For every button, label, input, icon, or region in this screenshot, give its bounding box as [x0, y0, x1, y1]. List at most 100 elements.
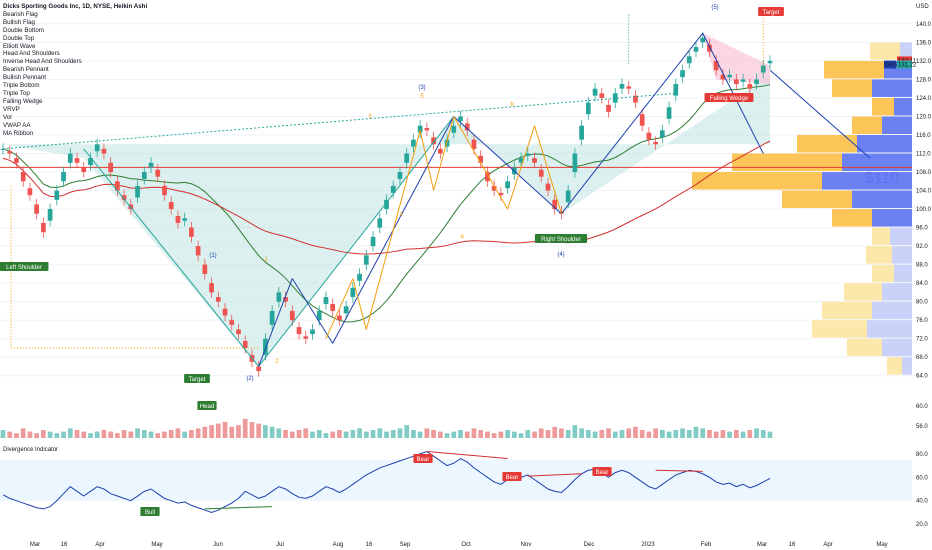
volume-bar — [686, 430, 692, 438]
time-axis[interactable]: Mar 16 Apr May Jun Jul Aug 16 Sep Oct Nov Dec 2023 Fe… — [30, 542, 888, 548]
candle — [94, 144, 100, 152]
price-tick: 80.0 — [916, 300, 928, 306]
volume-bar — [363, 431, 369, 438]
bear-label-bg — [413, 454, 433, 463]
candle — [754, 79, 759, 85]
indicator-item[interactable]: Vol — [3, 113, 12, 121]
bear-divergence — [655, 469, 703, 472]
volume-bar — [289, 431, 295, 438]
volume-bar — [101, 430, 107, 438]
volume-bar — [700, 428, 706, 438]
volume-bar — [54, 433, 60, 438]
volume-bar — [619, 430, 625, 438]
indicator-item[interactable]: Double Top — [3, 34, 35, 42]
candle — [767, 60, 773, 64]
indicator-item[interactable]: Bearish Pennant — [3, 66, 49, 74]
indicator-item[interactable]: Bullish Pennant — [3, 74, 46, 82]
candle — [202, 264, 208, 274]
indicator-item[interactable]: Inverse Head And Shoulders — [3, 58, 82, 66]
vp-bar-down — [857, 135, 912, 153]
volume-bar — [94, 431, 100, 438]
vp-bar-down — [902, 357, 912, 375]
volume-bar — [390, 430, 396, 438]
candle — [337, 315, 342, 321]
indicator-item[interactable]: Bullish Flag — [3, 18, 35, 26]
indicator-item[interactable]: Bearish Flag — [3, 10, 38, 18]
candle — [646, 132, 652, 140]
wave-label: (1) — [209, 253, 216, 259]
chart-title[interactable]: Dicks Sporting Goods Inc, 1D, NYSE, Heik… — [3, 3, 148, 10]
vp-bar-up — [887, 357, 902, 375]
head-shoulders-fill — [3, 74, 770, 367]
time-tick: Oct — [461, 542, 471, 548]
price-tick: 92.0 — [916, 244, 928, 250]
candle — [242, 341, 248, 348]
indicator-item[interactable]: Triple Bottom — [3, 82, 40, 90]
falling-wedge-fill — [702, 33, 770, 85]
candle — [585, 102, 591, 115]
indicator-list: Bearish Flag Bullish Flag Double Bottom Dou… — [3, 11, 147, 138]
wave-label: 2 — [275, 359, 279, 365]
volume-bar — [552, 426, 558, 438]
indicator-item[interactable]: Head And Shoulders — [3, 50, 60, 58]
indicator-item[interactable]: Double Bottom — [3, 26, 44, 34]
price-pane: 140.0 136.0 132.0 128.0 124.0 120.0 116.0 112.0… — [0, 4, 932, 380]
candle — [633, 95, 638, 103]
volume-bar — [316, 430, 322, 438]
volume-bar — [585, 430, 591, 438]
time-tick: Jun — [213, 542, 223, 548]
volume-bar — [162, 431, 167, 438]
volume-bar — [538, 428, 544, 438]
candle — [700, 37, 706, 43]
indicator-item[interactable]: VRVP — [3, 105, 20, 113]
candle — [606, 104, 611, 112]
time-tick: Jul — [276, 542, 284, 548]
volume-bar — [67, 428, 73, 438]
candle — [310, 329, 315, 335]
candle — [734, 79, 739, 85]
vp-bar-up — [832, 79, 872, 97]
candle — [7, 151, 13, 154]
price-tick: 108.0 — [916, 170, 932, 176]
time-tick: Mar — [30, 542, 40, 548]
volume-bar — [565, 430, 571, 438]
wave-label: 4 — [399, 212, 403, 218]
volume-pane: 60.0 56.0 — [0, 404, 928, 438]
vp-bar-down — [872, 209, 912, 227]
time-tick: Apr — [823, 542, 832, 548]
volume-bar — [424, 428, 430, 438]
sub-wave — [352, 278, 367, 330]
vp-bar-up — [872, 264, 894, 283]
volume-bar — [195, 428, 201, 438]
indicator-item[interactable]: Elliott Wave — [3, 42, 36, 50]
candle — [626, 86, 632, 89]
candle — [323, 297, 329, 304]
indicator-item[interactable]: Falling Wedge — [3, 97, 43, 105]
indicator-item[interactable]: MA Ribbon — [3, 129, 34, 137]
bear-divergence — [527, 473, 582, 477]
wave-label: (3) — [418, 85, 425, 91]
candle — [727, 74, 732, 78]
candle — [256, 366, 262, 372]
price-axis[interactable]: 140.0 136.0 132.0 128.0 124.0 120.0 116.0 112.0… — [916, 4, 932, 380]
price-tick: 124.0 — [916, 96, 932, 102]
volume-bar — [707, 430, 712, 438]
sub-wave — [534, 125, 562, 214]
wave-label: 5 — [420, 94, 424, 100]
price-tick: 116.0 — [916, 133, 931, 139]
volume-bar — [666, 431, 672, 438]
volume-bar — [222, 422, 228, 438]
indicator-item[interactable]: Triple Top — [3, 89, 30, 97]
vp-bar-up — [822, 301, 872, 320]
volume-bar — [491, 433, 497, 438]
candle — [760, 65, 766, 73]
vp-bar-up — [797, 135, 857, 153]
time-tick: 16 — [61, 542, 68, 548]
candle — [27, 188, 33, 196]
volume-bar — [14, 433, 19, 438]
elliott-wave — [453, 116, 562, 215]
indicator-item[interactable]: VWAP AA — [3, 121, 31, 129]
volume-bar — [626, 428, 632, 438]
chart-annotations: Left Shoulder Target Head Right Shoulder Fal… — [0, 5, 917, 516]
